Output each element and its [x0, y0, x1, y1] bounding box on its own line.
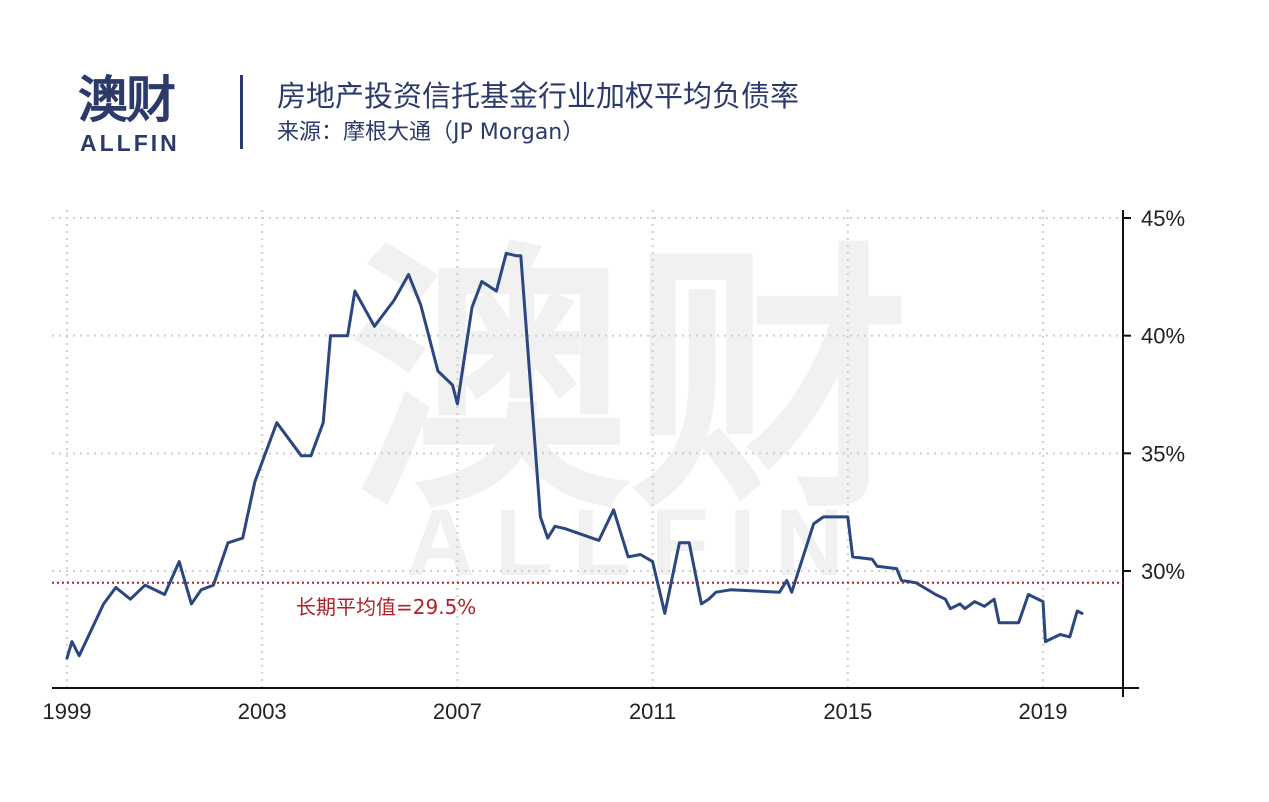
y-tick-label-3: 45%: [1141, 206, 1185, 231]
y-tick-label-1: 35%: [1141, 441, 1185, 466]
gridlines: [52, 210, 1123, 688]
watermark: 澳财 ALLFIN: [350, 221, 910, 596]
watermark-cn: 澳财: [350, 221, 910, 547]
chart-title: 房地产投资信托基金行业加权平均负债率: [277, 79, 800, 113]
x-axis-ticks: 1999 2003 2007 2011 2015 2019: [43, 699, 1068, 724]
x-tick-label-2011: 2011: [629, 699, 676, 724]
chart-source: 来源：摩根大通（JP Morgan）: [277, 120, 585, 145]
x-tick-label-2019: 2019: [1019, 699, 1068, 724]
average-reference: 长期平均值=29.5%: [52, 581, 1123, 619]
allfin-logo: 澳财 ALLFIN: [78, 70, 188, 160]
y-tick-label-0: 30%: [1141, 559, 1185, 584]
header-divider: [240, 75, 243, 149]
axes: [52, 210, 1139, 697]
y-tick-label-2: 40%: [1141, 324, 1185, 349]
x-tick-label-1999: 1999: [43, 699, 92, 724]
x-tick-label-2003: 2003: [238, 699, 287, 724]
average-label: 长期平均值=29.5%: [296, 595, 476, 619]
x-tick-label-2015: 2015: [823, 699, 872, 724]
series-group: [65, 251, 1084, 660]
logo-chinese-text: 澳财: [78, 71, 176, 129]
logo-english-text: ALLFIN: [80, 130, 180, 156]
series-line-0: [65, 251, 1084, 660]
y-axis-ticks: 30% 35% 40% 45%: [1141, 206, 1185, 584]
x-tick-label-2007: 2007: [433, 699, 482, 724]
